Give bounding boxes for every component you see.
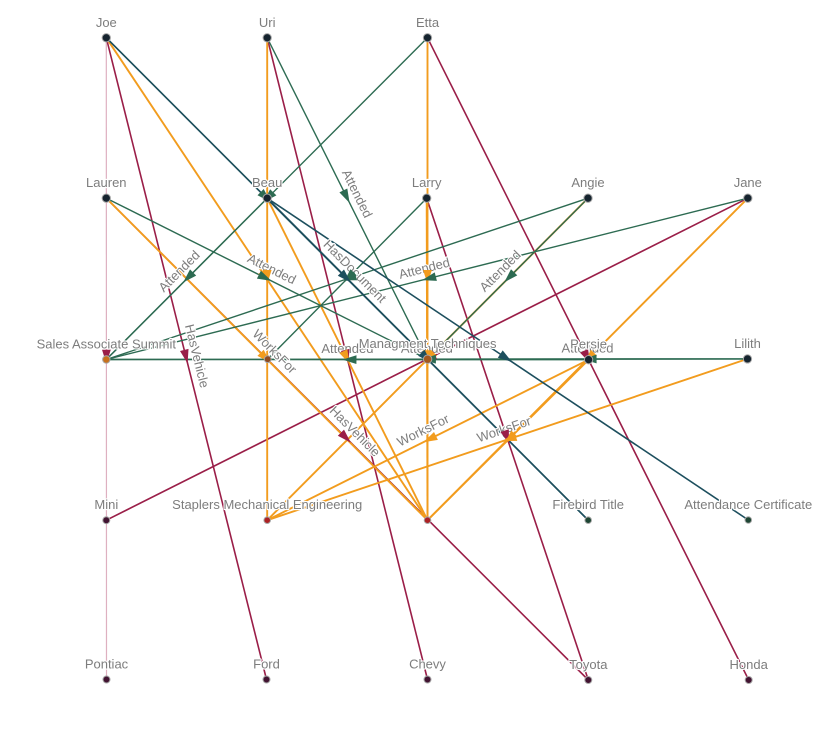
svg-text:Pontiac: Pontiac — [85, 657, 129, 672]
svg-text:Mini: Mini — [94, 497, 118, 512]
svg-text:Toyota: Toyota — [569, 657, 608, 672]
svg-text:Honda: Honda — [730, 657, 769, 672]
svg-text:Uri: Uri — [259, 15, 276, 30]
svg-text:Beau: Beau — [252, 175, 282, 190]
svg-text:Attended: Attended — [321, 341, 373, 356]
svg-text:Etta: Etta — [416, 15, 440, 30]
svg-text:Staplers Mechanical Engineerin: Staplers Mechanical Engineering — [172, 497, 362, 512]
svg-text:Attendance Certificate: Attendance Certificate — [684, 497, 812, 512]
svg-text:Lauren: Lauren — [86, 175, 126, 190]
svg-text:Lilith: Lilith — [734, 336, 761, 351]
svg-text:Managment Techniques: Managment Techniques — [359, 336, 497, 351]
svg-text:Firebird Title: Firebird Title — [552, 497, 624, 512]
svg-text:Larry: Larry — [412, 175, 442, 190]
svg-text:Jane: Jane — [734, 175, 762, 190]
svg-text:Persie: Persie — [570, 337, 607, 352]
svg-text:Joe: Joe — [96, 15, 117, 30]
svg-text:Attended: Attended — [561, 340, 613, 355]
svg-text:Chevy: Chevy — [409, 657, 446, 672]
svg-text:Angie: Angie — [571, 175, 604, 190]
svg-text:Sales Associate Summit: Sales Associate Summit — [37, 337, 177, 352]
svg-text:Ford: Ford — [253, 657, 280, 672]
svg-text:Attended: Attended — [401, 341, 453, 356]
